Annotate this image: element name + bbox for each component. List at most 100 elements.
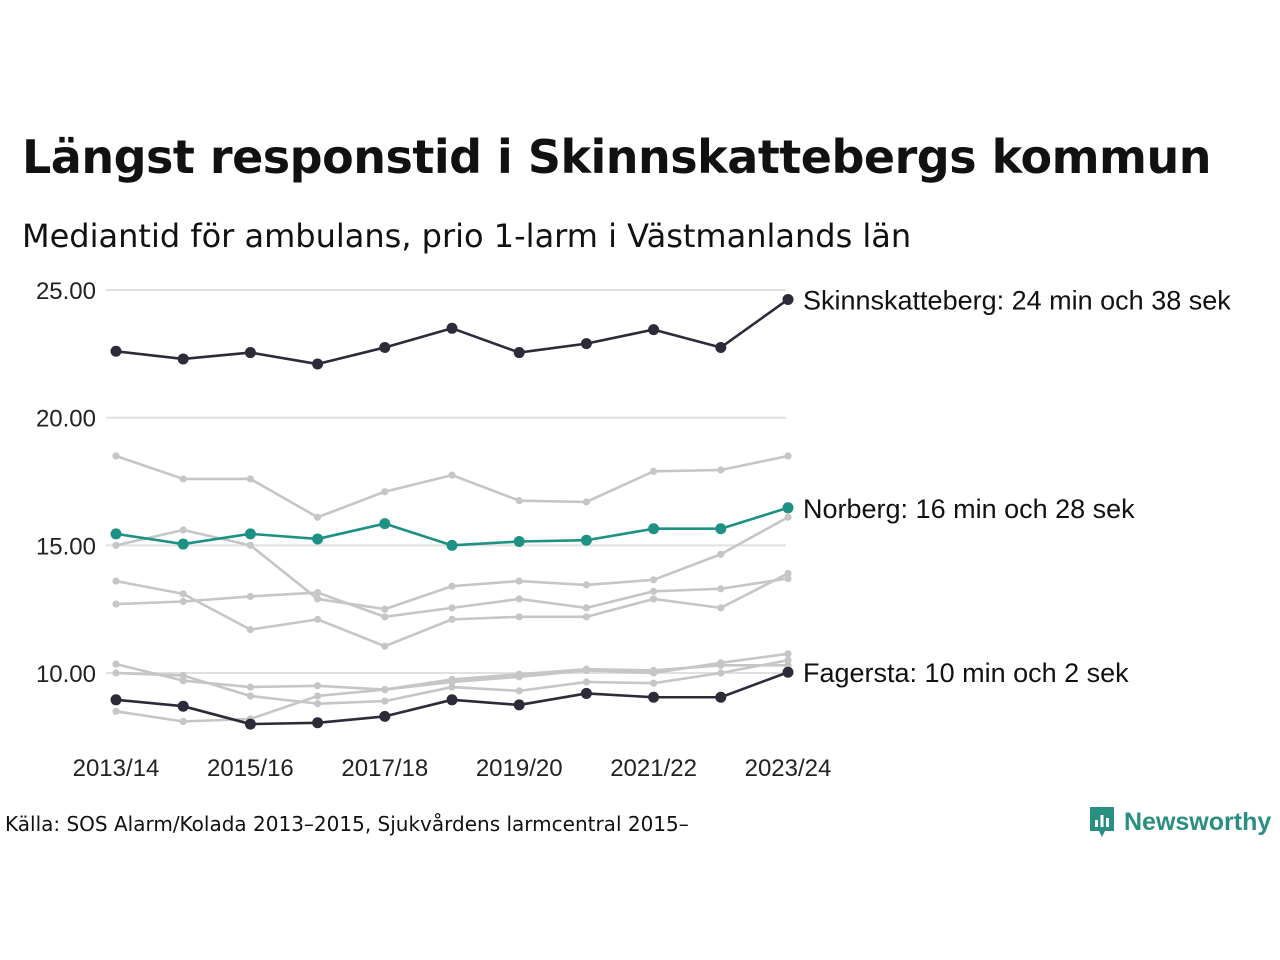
data-point-comparison: [179, 717, 187, 726]
data-point-norberg: [177, 538, 189, 550]
data-point-norberg: [446, 539, 458, 551]
data-point-comparison: [448, 582, 456, 590]
source-note: Källa: SOS Alarm/Kolada 2013–2015, Sjukv…: [5, 812, 689, 836]
data-point-norberg: [715, 523, 727, 535]
data-point-comparison: [448, 683, 456, 691]
data-point-comparison: [246, 625, 254, 634]
data-point-skinnskatteberg: [446, 322, 458, 334]
data-point-comparison: [381, 488, 389, 496]
data-point-comparison: [448, 615, 456, 623]
data-point-comparison: [650, 576, 658, 584]
data-point-norberg: [379, 518, 391, 530]
data-point-comparison: [314, 588, 322, 597]
data-point-comparison: [650, 595, 658, 603]
data-point-comparison: [112, 577, 120, 585]
data-point-comparison: [314, 615, 322, 623]
series-label-norberg: Norberg: 16 min och 28 sek: [803, 494, 1135, 524]
data-point-fagersta: [177, 700, 189, 712]
data-point-fagersta: [312, 717, 324, 729]
newsworthy-logo-icon: [1090, 807, 1114, 837]
data-point-comparison: [650, 587, 658, 595]
data-point-skinnskatteberg: [648, 324, 660, 336]
series-line-comparison: [115, 454, 789, 519]
data-point-comparison: [515, 497, 523, 505]
data-point-skinnskatteberg: [513, 347, 525, 359]
data-point-comparison: [717, 585, 725, 593]
data-point-comparison: [381, 697, 389, 705]
data-point-comparison: [784, 656, 792, 664]
data-point-norberg: [110, 528, 122, 540]
data-point-comparison: [582, 604, 591, 612]
chart-subtitle: Mediantid för ambulans, prio 1-larm i Vä…: [22, 217, 912, 255]
data-point-comparison: [112, 660, 120, 668]
data-point-comparison: [582, 678, 591, 686]
data-point-comparison: [515, 577, 523, 585]
data-point-comparison: [112, 669, 120, 677]
series-label-skinnskatteberg: Skinnskatteberg: 24 min och 38 sek: [803, 285, 1231, 315]
series-line-norberg: [115, 506, 789, 547]
data-point-comparison: [381, 642, 389, 650]
data-point-norberg: [782, 502, 794, 514]
data-point-fagersta: [782, 666, 794, 678]
data-point-comparison: [582, 581, 591, 589]
data-point-comparison: [650, 666, 658, 675]
x-tick-label: 2017/18: [341, 755, 428, 782]
data-point-comparison: [448, 604, 456, 612]
x-tick-label: 2021/22: [610, 755, 697, 782]
data-point-comparison: [314, 700, 322, 708]
data-point-comparison: [179, 671, 187, 680]
data-point-comparison: [717, 550, 725, 558]
data-point-fagersta: [110, 694, 122, 706]
data-point-norberg: [648, 523, 660, 535]
y-tick-label: 25.00: [36, 278, 96, 305]
brand-name: Newsworthy: [1124, 807, 1272, 836]
data-point-comparison: [179, 597, 187, 606]
data-point-skinnskatteberg: [110, 345, 122, 357]
data-point-fagersta: [648, 691, 660, 703]
data-point-norberg: [312, 533, 324, 545]
data-point-comparison: [112, 707, 120, 715]
y-tick-label: 15.00: [36, 533, 96, 560]
data-point-norberg: [580, 534, 592, 546]
data-point-comparison: [717, 604, 725, 612]
data-point-comparison: [582, 613, 591, 621]
data-point-skinnskatteberg: [715, 341, 727, 353]
line-chart: 10.00 15.00 20.00 25.00 2013/14 2015/16 2017/1…: [36, 278, 1231, 782]
chart-title: Längst responstid i Skinnskattebergs kom…: [22, 130, 1211, 184]
data-point-comparison: [582, 498, 591, 506]
data-point-comparison: [314, 513, 322, 521]
data-point-comparison: [381, 605, 389, 613]
y-tick-label: 20.00: [36, 406, 96, 433]
data-point-comparison: [314, 692, 322, 700]
data-point-comparison: [246, 475, 254, 483]
data-point-comparison: [179, 677, 187, 685]
data-point-comparison: [246, 692, 254, 700]
series-label-fagersta: Fagersta: 10 min och 2 sek: [803, 658, 1129, 688]
data-point-norberg: [513, 536, 525, 548]
x-tick-label: 2019/20: [476, 755, 563, 782]
x-tick-label: 2015/16: [207, 755, 294, 782]
data-point-skinnskatteberg: [177, 353, 189, 365]
data-point-comparison: [179, 526, 187, 534]
data-point-comparison: [381, 613, 389, 621]
data-point-skinnskatteberg: [580, 338, 592, 350]
x-tick-label: 2013/14: [73, 755, 160, 782]
data-point-comparison: [448, 675, 456, 683]
data-point-norberg: [244, 528, 256, 540]
data-point-comparison: [784, 650, 792, 658]
data-point-comparison: [246, 541, 254, 549]
data-point-comparison: [784, 452, 792, 460]
data-point-comparison: [650, 467, 658, 475]
series-line-comparison: [115, 516, 789, 611]
data-point-comparison: [314, 682, 322, 690]
data-point-fagersta: [446, 694, 458, 706]
data-point-comparison: [381, 685, 389, 694]
data-point-comparison: [784, 569, 792, 578]
data-point-comparison: [515, 613, 523, 621]
data-point-comparison: [246, 683, 254, 691]
newsworthy-brand[interactable]: Newsworthy: [1088, 805, 1271, 839]
data-point-fagersta: [513, 699, 525, 711]
data-point-comparison: [179, 475, 187, 483]
data-point-skinnskatteberg: [782, 293, 794, 305]
data-point-fagersta: [580, 687, 592, 699]
